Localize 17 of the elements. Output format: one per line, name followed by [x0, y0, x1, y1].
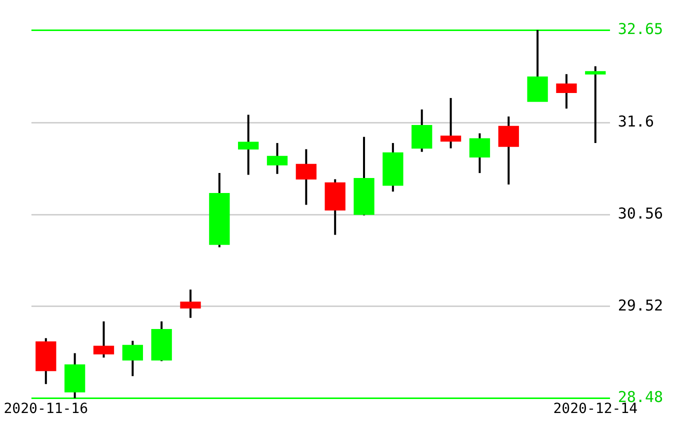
candlestick [556, 73, 577, 110]
candlestick [498, 116, 519, 186]
y-tick-label: 29.52 [618, 296, 663, 314]
y-tick-label: 32.65 [618, 20, 663, 38]
candlestick [122, 340, 143, 378]
candlestick [93, 320, 114, 359]
candlestick [238, 114, 259, 176]
y-tick-label: 30.56 [618, 204, 663, 222]
x-tick-label: 2020-11-16 [4, 401, 88, 418]
y-tick-label: 31.6 [618, 112, 654, 131]
candlestick [412, 108, 432, 153]
candlestick [469, 132, 490, 174]
candlestick [296, 148, 317, 206]
candlestick [180, 288, 201, 319]
candlestick [440, 96, 462, 150]
candlestick [266, 142, 288, 175]
candlestick [585, 65, 606, 144]
